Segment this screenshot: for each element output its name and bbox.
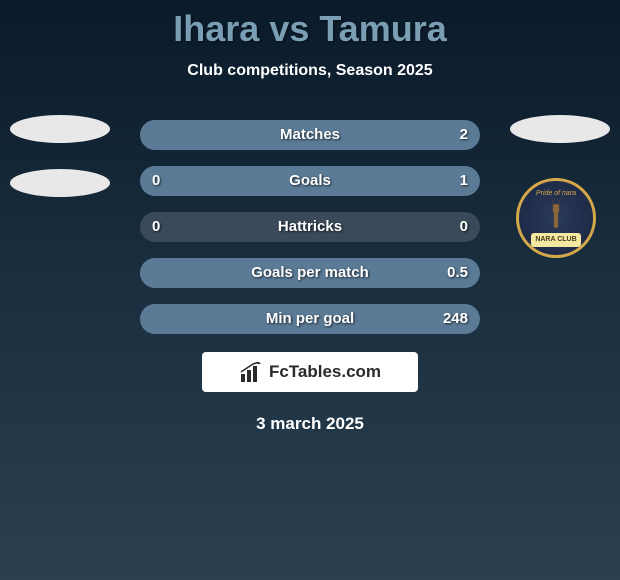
stat-value-left: 0	[152, 166, 160, 196]
stat-label: Matches	[140, 120, 480, 150]
deer-icon	[545, 199, 567, 231]
stat-label: Goals	[140, 166, 480, 196]
stat-value-right: 0.5	[447, 258, 468, 288]
fctables-label: FcTables.com	[269, 362, 381, 382]
stat-row: Min per goal248	[140, 304, 480, 334]
stat-row: Matches2	[140, 120, 480, 150]
badge-banner: NARA CLUB	[531, 233, 581, 247]
player-right-placeholder	[510, 115, 610, 169]
stat-label: Min per goal	[140, 304, 480, 334]
stat-value-left: 0	[152, 212, 160, 242]
player-left-placeholder	[10, 115, 110, 223]
chart-icon	[239, 362, 263, 382]
comparison-title: Ihara vs Tamura	[0, 0, 620, 50]
ellipse-shape	[10, 169, 110, 197]
stat-label: Goals per match	[140, 258, 480, 288]
ellipse-shape	[510, 115, 610, 143]
comparison-subtitle: Club competitions, Season 2025	[0, 62, 620, 80]
stat-row: Goals0 1	[140, 166, 480, 196]
stat-value-right: 1	[460, 166, 468, 196]
ellipse-shape	[10, 115, 110, 143]
stat-value-right: 2	[460, 120, 468, 150]
fctables-badge[interactable]: FcTables.com	[202, 352, 418, 392]
club-badge: Pride of nara NARA CLUB	[516, 178, 596, 258]
badge-top-text: Pride of nara	[536, 190, 576, 197]
stat-value-right: 248	[443, 304, 468, 334]
stat-label: Hattricks	[140, 212, 480, 242]
stat-row: Goals per match0.5	[140, 258, 480, 288]
stat-row: Hattricks0 0	[140, 212, 480, 242]
comparison-date: 3 march 2025	[0, 414, 620, 434]
stat-value-right: 0	[460, 212, 468, 242]
